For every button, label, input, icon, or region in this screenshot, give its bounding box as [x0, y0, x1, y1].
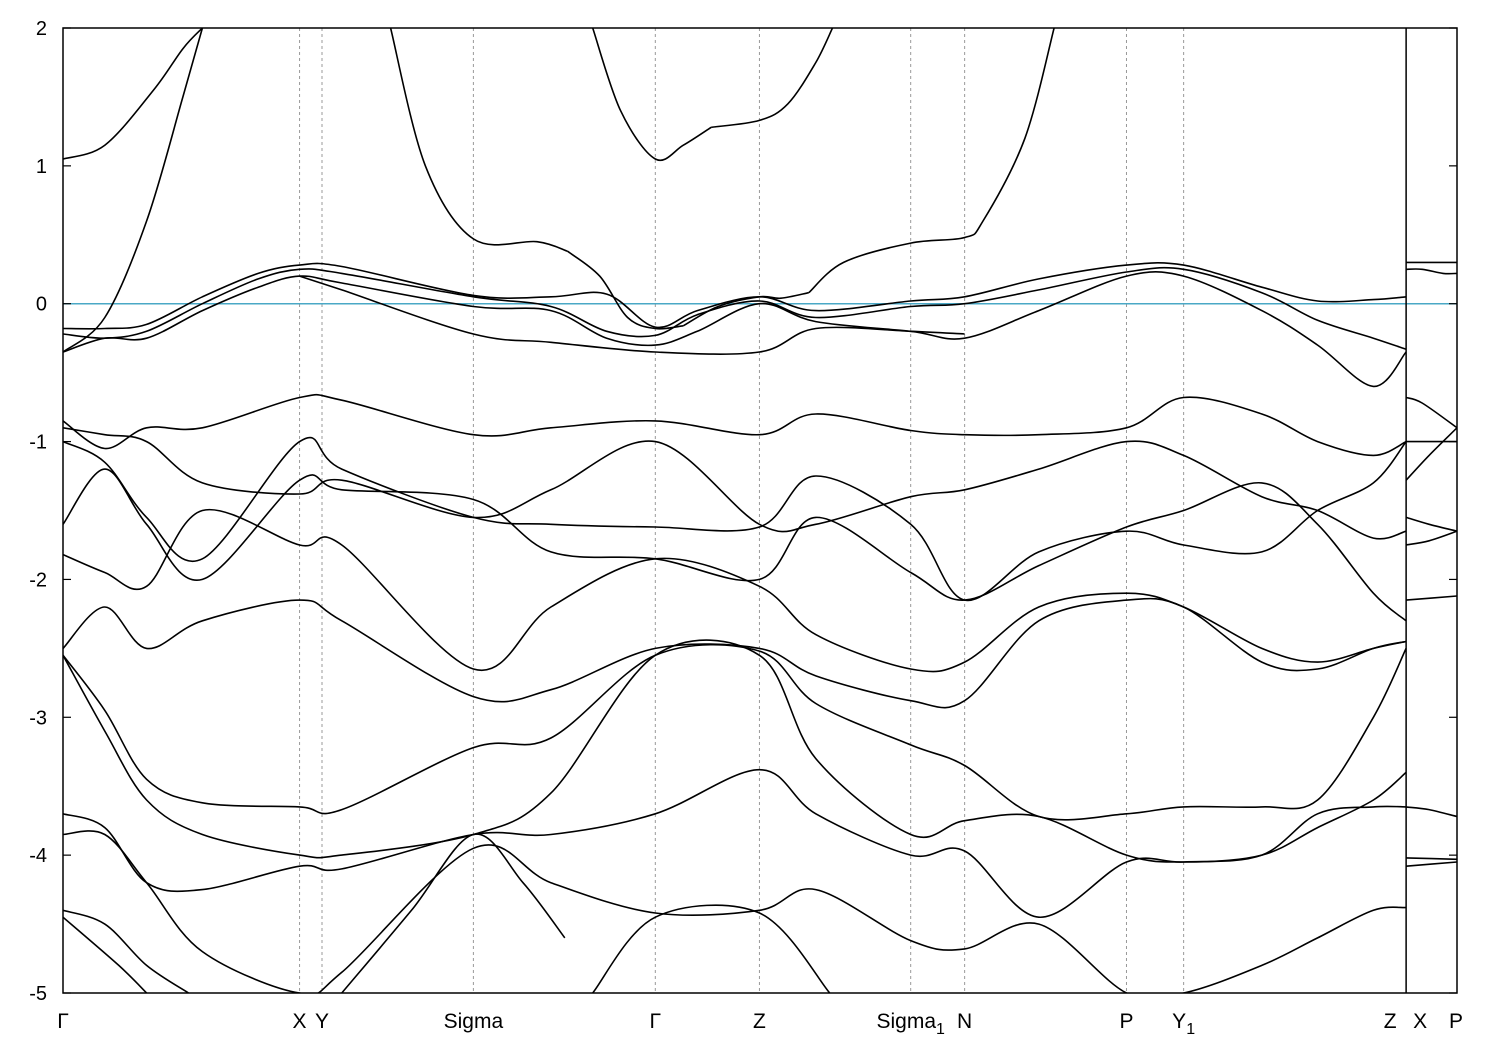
band-curve	[389, 28, 568, 253]
kpoint-label: N	[957, 1010, 972, 1033]
kpoint-label: Γ	[57, 1010, 69, 1033]
kpoint-label: Z	[1384, 1010, 1397, 1033]
band-curve	[63, 28, 204, 353]
band-curve	[711, 28, 834, 129]
band-curve	[63, 427, 1407, 540]
y-tick-label: -5	[29, 983, 47, 1005]
kpoint-label: X	[293, 1010, 307, 1033]
plot-frame	[62, 27, 1458, 994]
band-curve	[1406, 595, 1457, 601]
y-tick-label: -3	[29, 707, 47, 729]
band-curve	[592, 904, 831, 993]
band-curve	[808, 28, 1055, 294]
y-tick-label: 1	[36, 156, 47, 178]
kpoint-label: Y1	[1172, 1010, 1195, 1038]
band-curve	[1405, 530, 1457, 546]
band-curve	[591, 28, 712, 162]
band-curve	[567, 250, 684, 330]
band-curve	[63, 643, 1407, 821]
band-curve	[63, 916, 148, 993]
band-curve	[1405, 806, 1457, 818]
kpoint-label: X	[1413, 1010, 1427, 1033]
band-curve	[63, 28, 203, 160]
band-curve	[1405, 427, 1457, 481]
y-tick-label: 0	[36, 294, 47, 316]
band-curve	[299, 275, 965, 355]
band-curve	[63, 271, 1407, 388]
band-curve	[63, 468, 1407, 622]
band-curve	[1405, 516, 1457, 532]
y-tick-label: -1	[29, 432, 47, 454]
kpoint-label: P	[1119, 1010, 1133, 1033]
y-tick-label: -2	[29, 569, 47, 591]
band-curve	[63, 393, 1407, 457]
kpoint-label: Sigma	[444, 1010, 504, 1033]
band-curve	[1406, 861, 1457, 867]
band-curve	[1406, 857, 1457, 861]
band-curve	[63, 266, 1407, 350]
band-curve	[1406, 268, 1457, 275]
kpoint-label: Sigma1	[876, 1010, 945, 1038]
kpoint-labels: Γ X Y Sigma Γ Z Sigma1 N P Y1 Z X P	[57, 1010, 1463, 1038]
band-curve	[341, 833, 566, 993]
band-curves	[63, 28, 1457, 993]
band-curve	[63, 909, 189, 993]
band-curve	[63, 639, 1407, 863]
kpoint-label: Y	[315, 1010, 329, 1033]
band-curve	[63, 597, 1407, 709]
band-curve	[63, 436, 1407, 601]
band-curve	[63, 830, 1407, 993]
y-tick-label: -4	[29, 845, 47, 867]
kpoint-label: Z	[753, 1010, 766, 1033]
y-axis-ticks: -5 -4 -3 -2 -1 0 1 2	[29, 18, 1457, 1005]
band-curve	[63, 768, 1407, 919]
kpoint-label: P	[1449, 1010, 1463, 1033]
kpoint-label: Γ	[650, 1010, 662, 1033]
y-tick-label: 2	[36, 18, 47, 40]
band-curve	[63, 262, 1407, 330]
band-curve	[1405, 396, 1457, 429]
band-curve	[63, 508, 1407, 673]
